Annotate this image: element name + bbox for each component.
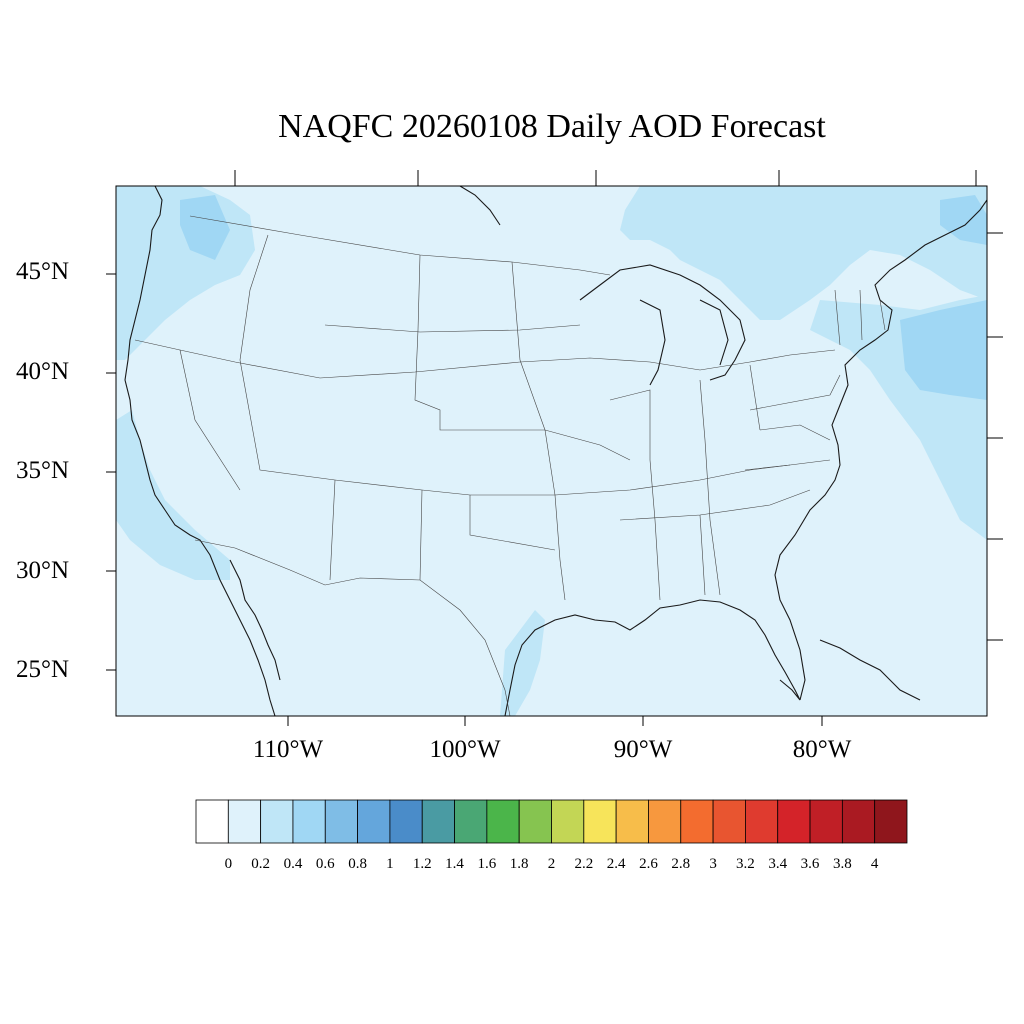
border-row-1 xyxy=(134,339,836,379)
colorbar-label-19: 3.8 xyxy=(832,856,852,872)
colorbar-label-13: 2.6 xyxy=(639,856,658,872)
map-title: NAQFC 20260108 Daily AOD Forecast xyxy=(278,108,826,145)
colorbar-label-7: 1.4 xyxy=(445,856,464,872)
colorbar-box-13 xyxy=(615,799,649,844)
border-row-2 xyxy=(239,234,831,496)
colorbar-box-5 xyxy=(357,799,391,844)
colorbar-label-1: 0.2 xyxy=(251,856,270,872)
colorbar-box-1 xyxy=(227,799,262,844)
aod-patch-washington xyxy=(180,195,230,260)
lake-huron xyxy=(699,299,729,366)
lat-label-35: 35°N xyxy=(16,457,70,484)
colorbar-box-15 xyxy=(680,799,714,844)
axis-ticks xyxy=(106,170,1003,726)
aod-field-background xyxy=(116,186,987,716)
colorbar-box-17 xyxy=(745,799,779,844)
state-borders xyxy=(134,215,886,716)
colorbar-label-4: 0.8 xyxy=(348,856,367,872)
colorbar-label-8: 1.6 xyxy=(477,856,497,872)
colorbar-label-5: 1 xyxy=(386,856,394,872)
us-mexico-border xyxy=(194,539,511,716)
aod-patches xyxy=(116,186,987,716)
colorbar-label-3: 0.6 xyxy=(315,856,335,872)
border-nv-ca xyxy=(179,349,241,491)
border-in-oh-ky xyxy=(699,364,791,596)
colorbar-box-14 xyxy=(648,799,682,844)
colorbar-box-2 xyxy=(260,799,294,844)
colorbar-label-10: 2 xyxy=(547,856,556,872)
colorbar-box-7 xyxy=(421,799,455,844)
gulf-coastline xyxy=(504,599,801,716)
aod-patch-gulf-texas xyxy=(500,610,545,716)
colorbar-box-16 xyxy=(712,799,746,844)
border-new-england xyxy=(834,289,886,346)
colorbar-box-11 xyxy=(551,799,585,844)
colorbar-box-10 xyxy=(518,799,552,844)
colorbar-label-2: 0.4 xyxy=(283,856,303,872)
map-area xyxy=(116,186,987,716)
colorbar-label-20: 4 xyxy=(870,856,879,872)
colorbar xyxy=(195,799,908,844)
lake-michigan xyxy=(639,299,666,386)
aod-patch-atlantic-core xyxy=(900,300,987,400)
border-mn-ia-mo-ar-la xyxy=(511,261,566,601)
aod-patch-california xyxy=(116,410,230,580)
colorbar-box-6 xyxy=(389,799,423,844)
colorbar-box-21 xyxy=(874,799,908,844)
colorbar-label-11: 2.2 xyxy=(574,856,594,872)
aod-patch-nova-scotia xyxy=(940,195,987,245)
colorbar-box-0 xyxy=(195,799,229,844)
lon-label-90: 90°W xyxy=(613,736,673,763)
colorbar-label-12: 2.4 xyxy=(606,856,626,872)
border-il-ms xyxy=(609,389,661,601)
colorbar-box-9 xyxy=(486,799,520,844)
atlantic-coastline xyxy=(774,199,987,701)
colorbar-label-0: 0 xyxy=(224,856,233,872)
colorbar-box-12 xyxy=(583,799,617,844)
cuba-outline xyxy=(819,639,921,701)
colorbar-box-8 xyxy=(454,799,488,844)
colorbar-box-3 xyxy=(292,799,326,844)
colorbar-label-18: 3.6 xyxy=(800,856,820,872)
lat-label-25: 25°N xyxy=(16,656,70,683)
lat-label-30: 30°N xyxy=(16,557,70,584)
colorbar-label-6: 1.2 xyxy=(412,856,432,872)
lon-label-100: 100°W xyxy=(429,736,501,763)
lat-label-40: 40°N xyxy=(16,358,70,385)
colorbar-label-15: 3 xyxy=(709,856,717,872)
aod-patch-northeast-canada xyxy=(620,186,987,320)
colorbar-box-4 xyxy=(324,799,358,844)
border-pa-va xyxy=(749,374,841,441)
coastlines xyxy=(124,186,987,716)
border-tn-al-ga xyxy=(619,489,811,596)
border-wy-sd xyxy=(324,324,581,333)
great-lakes-outline xyxy=(579,264,746,381)
colorbar-label-16: 3.2 xyxy=(736,856,755,872)
colorbar-box-20 xyxy=(841,799,876,844)
baja-gulf-coast xyxy=(229,559,281,681)
colorbar-box-19 xyxy=(809,799,843,844)
map-frame xyxy=(115,185,988,717)
lat-label-45: 45°N xyxy=(16,258,70,285)
lon-label-80: 80°W xyxy=(792,736,852,763)
border-nm-tx xyxy=(329,479,556,581)
colorbar-box-18 xyxy=(777,799,811,844)
colorbar-label-17: 3.4 xyxy=(768,856,788,872)
us-canada-border xyxy=(189,215,611,276)
hudson-bay-edge xyxy=(459,186,501,226)
border-ne-ks xyxy=(414,254,631,461)
colorbar-label-14: 2.8 xyxy=(671,856,691,872)
colorbar-label-9: 1.8 xyxy=(509,856,529,872)
pacific-coastline xyxy=(124,186,276,716)
lon-label-110: 110°W xyxy=(252,736,324,763)
